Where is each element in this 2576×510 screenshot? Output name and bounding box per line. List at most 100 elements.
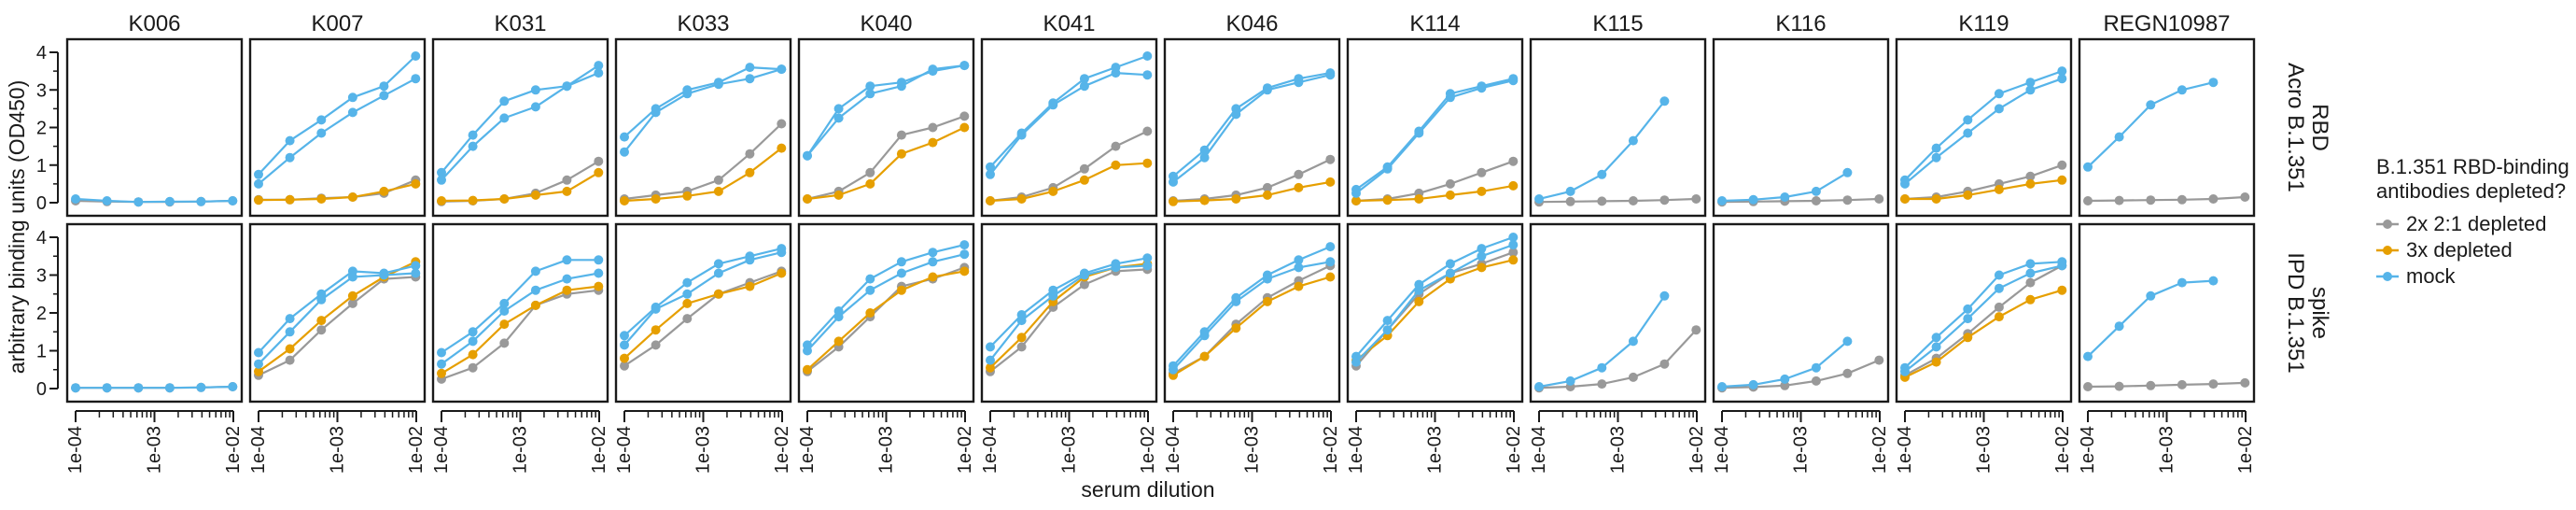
data-point-mock [2083,162,2093,172]
x-tick-label: 1e-02 [406,426,427,474]
data-point-mock [1199,152,1210,163]
x-tick-label: 1e-02 [223,426,244,474]
row-strip-label-1: Acro B.1.351 RBD [2283,63,2332,192]
data-point-depleted3 [285,344,295,354]
data-point-mock [1016,130,1027,140]
data-point-mock [1382,163,1393,174]
data-point-depleted3 [651,194,661,204]
data-point-mock [254,347,263,358]
strip-label-regn10987: REGN10987 [2103,11,2230,36]
series-line-depleted2-1 [1904,264,2063,376]
data-point-depleted3 [530,300,540,310]
data-point-depleted2 [2025,171,2036,181]
panel-frame [248,37,427,218]
data-point-mock [713,268,723,278]
data-point-depleted3 [468,195,478,205]
data-point-depleted3 [1231,194,1241,204]
data-point-depleted3 [1142,158,1153,168]
data-point-depleted2 [1016,342,1027,352]
data-point-mock [1963,304,1973,314]
data-point-mock [1445,92,1455,103]
panel-r1-k031 [431,37,609,218]
data-point-mock [777,64,787,75]
y-tick-label: 0 [36,379,47,400]
data-point-mock [2146,100,2156,110]
data-point-depleted3 [1199,351,1210,361]
data-point-depleted3 [1016,194,1027,204]
legend-title-line1: B.1.351 RBD-binding [2376,155,2569,178]
panel-r1-k116 [1712,37,1890,218]
data-point-mock [1294,255,1304,265]
data-point-depleted3 [1231,323,1241,333]
legend-label-2x-depleted: 2x 2:1 depleted [2406,212,2546,235]
data-point-depleted2 [651,340,661,350]
data-point-depleted3 [316,194,327,204]
data-point-depleted3 [594,281,604,291]
data-point-mock [133,197,144,207]
data-point-mock [1477,251,1487,262]
data-point-mock [1508,76,1519,86]
y-axis-row-1: 0 1 2 3 4 [36,43,59,214]
data-point-mock [1994,89,2004,99]
data-point-mock [1597,362,1607,373]
data-point-mock [2177,277,2187,288]
series-line-depleted3-1 [1355,259,1514,361]
data-point-depleted2 [2177,379,2187,390]
panel-r1-k006 [65,37,244,218]
data-point-depleted3 [411,178,421,189]
data-point-depleted3 [1963,333,1973,343]
data-point-depleted2 [316,325,327,335]
x-tick-label: 1e-04 [1163,426,1183,474]
panel-r1-k007 [248,37,427,218]
series-line-mock-1 [1355,78,1514,191]
data-point-mock [1231,109,1241,120]
x-axis-k007: 1e-04 1e-03 1e-02 [248,410,427,474]
data-point-mock [411,268,421,278]
series-line-depleted3-1 [806,270,965,371]
x-tick-label: 1e-02 [1504,426,1524,474]
data-point-depleted3 [928,137,938,148]
x-axis-k119: 1e-04 1e-03 1e-02 [1895,410,2073,474]
x-tick-label: 1e-02 [2052,426,2073,474]
panel-frame [431,222,609,404]
data-point-mock [228,382,238,391]
data-point-mock [1659,96,1670,106]
data-point-mock [928,248,938,258]
data-point-mock [986,355,995,365]
data-point-depleted2 [1262,182,1272,192]
panel-frame [1712,222,1890,404]
data-point-depleted3 [437,368,446,378]
data-point-depleted3 [777,268,787,278]
data-point-depleted3 [1994,184,2004,194]
series-line-depleted2-1 [1904,163,2063,201]
data-point-depleted3 [562,285,572,295]
series-line-mock-1 [1904,70,2063,181]
data-point-mock [1900,178,1910,189]
data-point-mock [928,257,938,267]
x-tick-label: 1e-02 [1687,426,1707,474]
data-point-depleted2 [1811,375,1821,386]
series-line-mock-1 [441,259,599,354]
data-point-mock [2025,259,2036,269]
data-point-depleted3 [620,353,629,363]
y-tick-label: 2 [36,304,47,324]
data-point-depleted3 [1325,177,1336,187]
data-point-depleted3 [777,143,787,153]
x-axis-title: serum dilution [1081,477,1214,502]
data-point-mock [1748,194,1758,205]
x-axis-regn10987: 1e-04 1e-03 1e-02 [2078,410,2256,474]
data-point-mock [1717,196,1727,205]
y-tick-label: 1 [36,342,47,362]
x-axis-k033: 1e-04 1e-03 1e-02 [614,410,792,474]
series-line-depleted2-1 [806,115,965,201]
data-point-mock [1994,270,2004,280]
panel-frame [248,222,427,404]
row-strip-label-2: IPD B.1.351 spike [2283,252,2332,373]
data-point-depleted3 [1262,190,1272,200]
data-point-depleted2 [896,130,906,140]
data-point-mock [1628,336,1638,347]
series-line-mock-2 [258,78,416,185]
data-point-depleted3 [1169,196,1178,206]
data-point-depleted3 [986,196,995,205]
data-point-depleted3 [1048,186,1058,196]
